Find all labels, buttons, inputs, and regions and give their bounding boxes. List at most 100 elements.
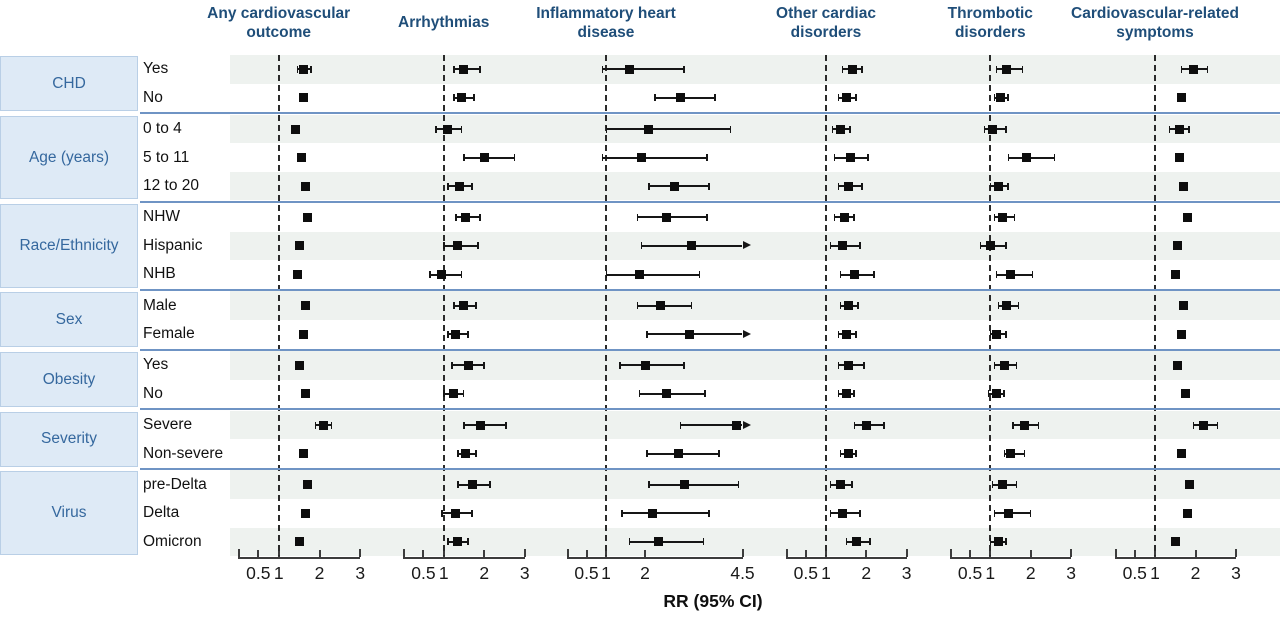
ci-cap-left [1012, 421, 1014, 429]
x-axis-endcap [403, 549, 406, 557]
point-estimate-marker [298, 93, 308, 103]
ci-cap-left [993, 213, 996, 221]
ci-cap-left [979, 242, 982, 250]
point-estimate-marker [467, 480, 477, 490]
x-axis-tick [905, 549, 908, 557]
point-estimate-marker [669, 181, 679, 191]
point-estimate-marker [644, 124, 654, 134]
column-header-other-cardiac-disorders: Other cardiac disorders [776, 4, 876, 41]
x-axis-tick-label: 1 [601, 563, 611, 583]
point-estimate-marker [1003, 508, 1013, 518]
ci-cap-left [447, 182, 449, 190]
ci-cap-left [453, 302, 455, 310]
x-axis-tick [257, 550, 260, 557]
ci-line [637, 216, 708, 219]
ci-cap-right [479, 213, 481, 221]
column-header-any-cardiovascular-outcome: Any cardiovascular outcome [207, 4, 351, 41]
x-axis-tick [969, 550, 972, 557]
point-estimate-marker [624, 64, 634, 74]
point-estimate-marker [985, 241, 995, 251]
ci-cap-left [833, 154, 836, 162]
ci-cap-right [1037, 421, 1040, 429]
ci-cap-right [861, 182, 863, 190]
point-estimate-marker [661, 212, 671, 222]
x-axis-tick [741, 549, 744, 557]
point-estimate-marker [843, 181, 853, 191]
ci-cap-right [853, 390, 855, 398]
x-axis-tick-label: 2 [1025, 563, 1036, 583]
x-axis-endcap [785, 549, 788, 557]
point-estimate-marker [461, 212, 471, 222]
ci-cap-left [831, 125, 834, 133]
x-axis-tick-label: 1 [273, 563, 284, 583]
ci-cap-left [995, 65, 998, 73]
point-estimate-marker [835, 124, 845, 134]
ci-cap-right [1005, 538, 1007, 546]
ci-cap-right [859, 242, 861, 250]
x-axis-tick-label: 0.5 [411, 563, 436, 583]
ci-cap-right [729, 125, 732, 133]
subgroup-label-non-severe: Non-severe [143, 444, 224, 462]
point-estimate-marker [673, 449, 683, 459]
ci-cap-left [989, 330, 992, 338]
point-estimate-marker [648, 508, 658, 518]
x-axis-endcap [237, 549, 240, 557]
ci-cap-left [995, 271, 998, 278]
ci-cap-right [1007, 94, 1009, 102]
ci-cap-right [1003, 390, 1005, 398]
x-axis-tick-label: 1 [1150, 563, 1160, 583]
point-estimate-marker [459, 301, 469, 311]
point-estimate-marker [449, 389, 459, 399]
ci-cap-right [683, 65, 685, 73]
x-axis-tick-label: 2 [479, 563, 490, 583]
point-estimate-marker [1020, 420, 1030, 430]
ci-cap-right [479, 65, 481, 73]
ci-cap-left [447, 330, 449, 338]
x-axis-tick-label: 2 [1190, 563, 1201, 583]
ci-cap-left [853, 421, 856, 429]
ci-line [646, 333, 743, 336]
ci-cap-left [1168, 125, 1171, 133]
point-estimate-marker [1170, 270, 1180, 279]
x-axis-tick [422, 550, 425, 557]
point-estimate-marker [1172, 360, 1182, 370]
point-estimate-marker [1001, 301, 1011, 311]
ci-cap-right [855, 330, 857, 338]
ci-line [463, 156, 515, 159]
ci-cap-left [605, 125, 607, 133]
point-estimate-marker [997, 212, 1007, 222]
ci-cap-left [833, 213, 836, 221]
x-axis-line [1114, 557, 1236, 559]
ci-cap-right [1021, 65, 1024, 73]
ci-cap-left [646, 450, 648, 458]
point-estimate-marker [1188, 64, 1198, 74]
row-stripe [230, 291, 1280, 320]
point-estimate-marker [451, 508, 461, 518]
subgroup-label-no: No [143, 384, 163, 402]
ci-cap-left [455, 213, 457, 221]
row-stripe [230, 171, 1280, 201]
ci-cap-left [991, 481, 994, 489]
ci-cap-right [1017, 302, 1020, 310]
point-estimate-marker [1001, 64, 1011, 74]
ci-cap-left [435, 125, 437, 133]
ci-cap-left [463, 421, 465, 429]
point-estimate-marker [1178, 181, 1188, 191]
ci-cap-right [471, 182, 473, 190]
ci-cap-right [861, 65, 863, 73]
x-axis-line [237, 557, 361, 559]
ci-cap-left [654, 94, 656, 102]
point-estimate-marker [298, 64, 308, 74]
ci-cap-left [993, 361, 996, 369]
ci-cap-left [983, 125, 986, 133]
x-axis-tick [585, 550, 588, 557]
point-estimate-marker [1176, 329, 1186, 339]
ci-cap-right [1031, 271, 1034, 278]
point-estimate-marker [835, 480, 845, 490]
ci-cap-left [993, 94, 996, 102]
x-axis-tick-label: 0.5 [574, 563, 599, 583]
ci-cap-left [837, 94, 840, 102]
ci-cap-left [841, 65, 844, 73]
point-estimate-marker [841, 329, 851, 339]
x-axis-label: RR (95% CI) [663, 591, 763, 611]
